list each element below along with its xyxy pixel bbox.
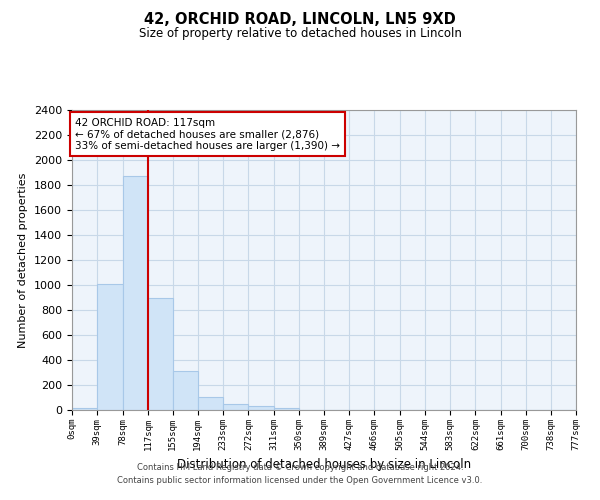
Bar	[274, 408, 299, 410]
Bar	[97, 284, 122, 410]
Bar	[223, 404, 248, 410]
Text: 42 ORCHID ROAD: 117sqm
← 67% of detached houses are smaller (2,876)
33% of semi-: 42 ORCHID ROAD: 117sqm ← 67% of detached…	[75, 118, 340, 150]
Bar	[198, 397, 223, 410]
Bar	[173, 371, 198, 410]
Bar	[122, 176, 148, 410]
X-axis label: Distribution of detached houses by size in Lincoln: Distribution of detached houses by size …	[177, 458, 471, 471]
Text: Size of property relative to detached houses in Lincoln: Size of property relative to detached ho…	[139, 28, 461, 40]
Text: Contains HM Land Registry data © Crown copyright and database right 2024.: Contains HM Land Registry data © Crown c…	[137, 464, 463, 472]
Bar	[148, 298, 173, 410]
Bar	[248, 406, 274, 410]
Bar	[72, 408, 97, 410]
Y-axis label: Number of detached properties: Number of detached properties	[19, 172, 28, 348]
Text: Contains public sector information licensed under the Open Government Licence v3: Contains public sector information licen…	[118, 476, 482, 485]
Text: 42, ORCHID ROAD, LINCOLN, LN5 9XD: 42, ORCHID ROAD, LINCOLN, LN5 9XD	[144, 12, 456, 28]
